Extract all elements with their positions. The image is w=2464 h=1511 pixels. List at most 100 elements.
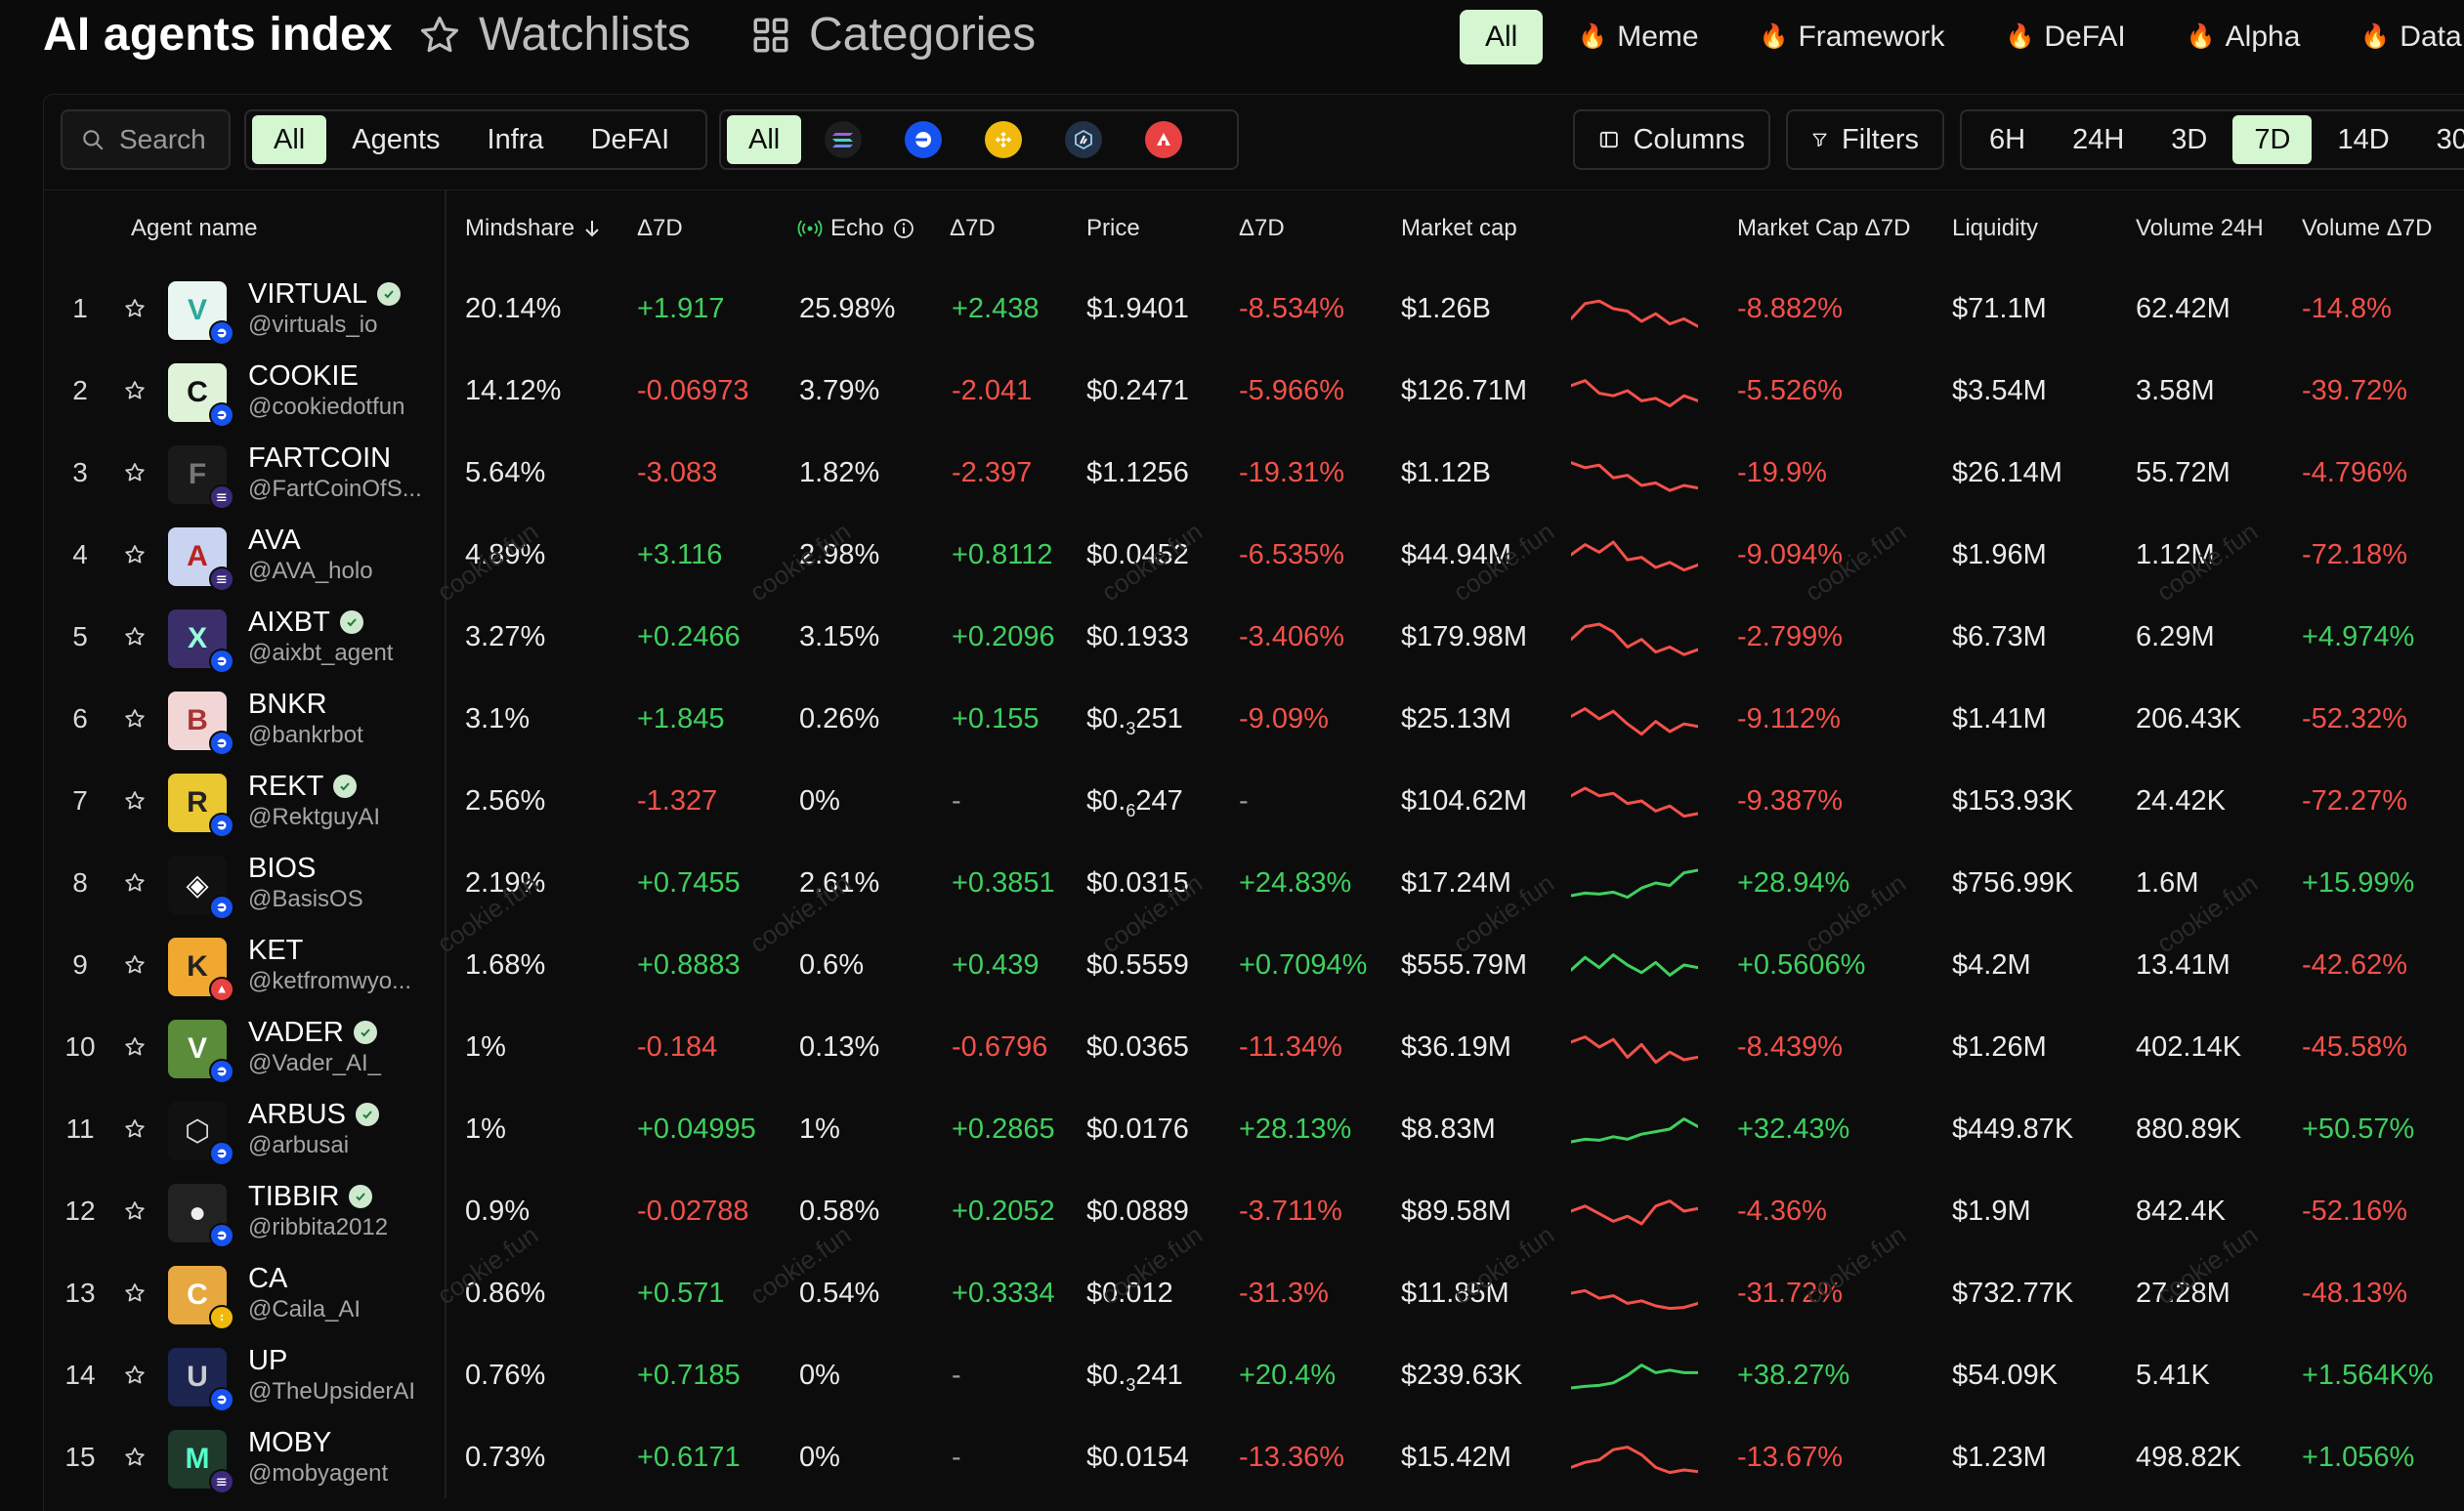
timeframe-14d[interactable]: 14D bbox=[2337, 124, 2390, 155]
filters-button[interactable]: Filters bbox=[1786, 109, 1944, 170]
agent-handle[interactable]: @bankrbot bbox=[248, 722, 363, 748]
nav-categories[interactable]: Categories bbox=[750, 8, 1036, 62]
agent-name[interactable]: MOBY bbox=[248, 1426, 331, 1459]
avalanche-icon[interactable] bbox=[1145, 121, 1183, 158]
avatar[interactable]: A bbox=[168, 527, 234, 592]
star-outline-icon[interactable] bbox=[123, 953, 147, 977]
type-filter-defai[interactable]: DeFAI bbox=[590, 124, 670, 155]
agent-name[interactable]: AIXBT bbox=[248, 606, 363, 639]
columns-button[interactable]: Columns bbox=[1573, 109, 1770, 170]
star-outline-icon[interactable] bbox=[123, 1364, 147, 1387]
solana-icon[interactable] bbox=[825, 121, 863, 158]
agent-handle[interactable]: @cookiedotfun bbox=[248, 394, 405, 420]
avatar[interactable]: R bbox=[168, 774, 234, 838]
header-echo[interactable]: Echo bbox=[797, 215, 915, 242]
star-outline-icon[interactable] bbox=[123, 379, 147, 402]
table-row[interactable]: 4 A AVA @AVA_holo 4.89% +3.116 2.98% +0.8112 $0.… bbox=[0, 514, 2464, 596]
search-input[interactable]: Search bbox=[61, 109, 231, 170]
avatar[interactable]: K bbox=[168, 938, 234, 1002]
timeframe-3d[interactable]: 3D bbox=[2171, 124, 2208, 155]
agent-name[interactable]: COOKIE bbox=[248, 359, 359, 393]
header-liquidity[interactable]: Liquidity bbox=[1952, 215, 2039, 241]
agent-handle[interactable]: @BasisOS bbox=[248, 886, 363, 912]
avatar[interactable]: B bbox=[168, 692, 234, 756]
chip-defai[interactable]: 🔥 DeFAI bbox=[1980, 10, 2151, 64]
bnb-icon[interactable] bbox=[985, 121, 1023, 158]
agent-name[interactable]: VIRTUAL bbox=[248, 277, 401, 311]
star-outline-icon[interactable] bbox=[123, 789, 147, 813]
header-mindshare-delta[interactable]: Δ7D bbox=[637, 215, 683, 241]
timeframe-6h[interactable]: 6H bbox=[1989, 124, 2026, 155]
header-price-delta[interactable]: Δ7D bbox=[1239, 215, 1285, 241]
header-agent-name[interactable]: Agent name bbox=[131, 215, 258, 241]
header-volume-delta[interactable]: Volume Δ7D bbox=[2302, 215, 2433, 241]
star-outline-icon[interactable] bbox=[123, 1117, 147, 1141]
agent-name[interactable]: UP bbox=[248, 1344, 287, 1377]
header-volume-24h[interactable]: Volume 24H bbox=[2136, 215, 2264, 241]
agent-name[interactable]: AVA bbox=[248, 524, 301, 557]
star-outline-icon[interactable] bbox=[123, 871, 147, 895]
table-row[interactable]: 13 C CA @Caila_AI 0.86% +0.571 0.54% +0.3334 $0.… bbox=[0, 1252, 2464, 1334]
table-row[interactable]: 7 R REKT @RektguyAI 2.56% -1.327 0% - $0.6247 - $1… bbox=[0, 760, 2464, 842]
agent-handle[interactable]: @ribbita2012 bbox=[248, 1214, 389, 1240]
avatar[interactable]: ◈ bbox=[168, 856, 234, 920]
agent-name[interactable]: CA bbox=[248, 1262, 287, 1295]
table-row[interactable]: 15 M MOBY @mobyagent 0.73% +0.6171 0% - $0.0154 -… bbox=[0, 1416, 2464, 1498]
avatar[interactable]: C bbox=[168, 363, 234, 428]
header-market-cap-delta[interactable]: Market Cap Δ7D bbox=[1737, 215, 1911, 241]
agent-name[interactable]: FARTCOIN bbox=[248, 441, 391, 475]
agent-handle[interactable]: @AVA_holo bbox=[248, 558, 373, 584]
avatar[interactable]: U bbox=[168, 1348, 234, 1412]
agent-name[interactable]: ARBUS bbox=[248, 1098, 379, 1131]
star-outline-icon[interactable] bbox=[123, 1446, 147, 1469]
table-row[interactable]: 5 X AIXBT @aixbt_agent 3.27% +0.2466 3.15% +0.2… bbox=[0, 596, 2464, 678]
timeframe-7d[interactable]: 7D bbox=[2232, 115, 2313, 164]
header-market-cap[interactable]: Market cap bbox=[1401, 215, 1517, 241]
star-outline-icon[interactable] bbox=[123, 625, 147, 649]
arbitrum-icon[interactable] bbox=[1065, 121, 1103, 158]
avatar[interactable]: ● bbox=[168, 1184, 234, 1248]
agent-name[interactable]: REKT bbox=[248, 770, 358, 803]
info-icon[interactable] bbox=[892, 217, 915, 240]
agent-name[interactable]: TIBBIR bbox=[248, 1180, 373, 1213]
agent-name[interactable]: VADER bbox=[248, 1016, 377, 1049]
star-outline-icon[interactable] bbox=[123, 1281, 147, 1305]
type-filter-agents[interactable]: Agents bbox=[352, 124, 441, 155]
chip-framework[interactable]: 🔥 Framework bbox=[1734, 10, 1971, 64]
agent-handle[interactable]: @Vader_AI_ bbox=[248, 1050, 381, 1076]
chip-meme[interactable]: 🔥 Meme bbox=[1552, 10, 1723, 64]
chip-alpha[interactable]: 🔥 Alpha bbox=[2161, 10, 2326, 64]
agent-handle[interactable]: @Caila_AI bbox=[248, 1296, 361, 1322]
avatar[interactable]: F bbox=[168, 445, 234, 510]
agent-name[interactable]: KET bbox=[248, 934, 303, 967]
agent-handle[interactable]: @RektguyAI bbox=[248, 804, 381, 830]
timeframe-30d[interactable]: 30 bbox=[2436, 124, 2464, 155]
agent-handle[interactable]: @arbusai bbox=[248, 1132, 350, 1158]
star-outline-icon[interactable] bbox=[123, 543, 147, 567]
table-row[interactable]: 10 V VADER @Vader_AI_ 1% -0.184 0.13% -0.6796 $0… bbox=[0, 1006, 2464, 1088]
star-outline-icon[interactable] bbox=[123, 1035, 147, 1059]
agent-handle[interactable]: @TheUpsiderAI bbox=[248, 1378, 416, 1405]
table-row[interactable]: 11 ⬡ ARBUS @arbusai 1% +0.04995 1% +0.2865 $0.01… bbox=[0, 1088, 2464, 1170]
agent-handle[interactable]: @ketfromwyo... bbox=[248, 968, 412, 994]
table-row[interactable]: 1 V VIRTUAL @virtuals_io 20.14% +1.917 25.98% +… bbox=[0, 268, 2464, 350]
type-filter-infra[interactable]: Infra bbox=[487, 124, 544, 155]
avatar[interactable]: X bbox=[168, 609, 234, 674]
chip-data[interactable]: 🔥 Data bbox=[2335, 10, 2464, 64]
chain-filter-all[interactable]: All bbox=[727, 115, 802, 164]
star-outline-icon[interactable] bbox=[123, 1199, 147, 1223]
header-price[interactable]: Price bbox=[1086, 215, 1140, 241]
agent-name[interactable]: BNKR bbox=[248, 688, 327, 721]
table-row[interactable]: 12 ● TIBBIR @ribbita2012 0.9% -0.02788 0.58% +0… bbox=[0, 1170, 2464, 1252]
avatar[interactable]: V bbox=[168, 281, 234, 346]
star-outline-icon[interactable] bbox=[123, 461, 147, 484]
header-mindshare[interactable]: Mindshare bbox=[465, 215, 602, 242]
avatar[interactable]: C bbox=[168, 1266, 234, 1330]
timeframe-24h[interactable]: 24H bbox=[2072, 124, 2125, 155]
header-echo-delta[interactable]: Δ7D bbox=[950, 215, 996, 241]
nav-watchlists[interactable]: Watchlists bbox=[418, 8, 691, 62]
base-icon[interactable] bbox=[905, 121, 943, 158]
agent-handle[interactable]: @aixbt_agent bbox=[248, 640, 394, 666]
table-row[interactable]: 14 U UP @TheUpsiderAI 0.76% +0.7185 0% - $0.3241… bbox=[0, 1334, 2464, 1416]
agent-name[interactable]: BIOS bbox=[248, 852, 316, 885]
